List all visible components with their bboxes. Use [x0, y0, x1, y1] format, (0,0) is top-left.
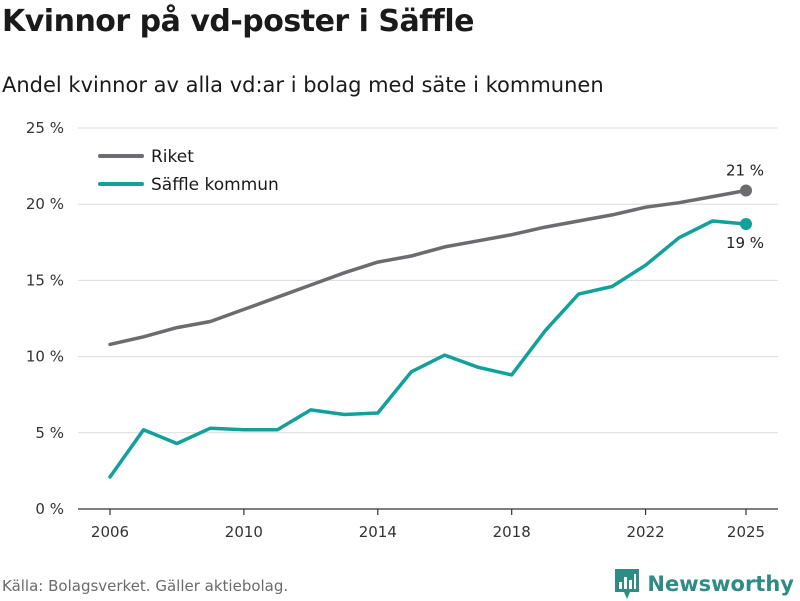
y-tick-label: 10 %: [26, 348, 64, 366]
series-line: [108, 188, 748, 347]
legend-label: Riket: [151, 147, 194, 167]
bar-chart-icon: [615, 569, 640, 599]
grid-lines: [78, 127, 778, 434]
y-tick-label: 20 %: [26, 195, 64, 213]
y-tick-label: 25 %: [26, 119, 64, 137]
source-note: Källa: Bolagsverket. Gäller aktiebolag.: [2, 577, 289, 595]
y-tick-label: 5 %: [35, 424, 64, 442]
y-tick-label: 15 %: [26, 271, 64, 289]
y-tick-label: 0 %: [35, 500, 64, 518]
series: 21 % 19 %: [108, 161, 764, 479]
series-end-marker: [740, 218, 752, 231]
brand-logo[interactable]: Newsworthy: [614, 567, 794, 601]
x-tick-label: 2018: [493, 523, 531, 541]
series-end-label: 19 %: [726, 234, 764, 252]
legend-label: Säffle kommun: [151, 175, 279, 195]
x-tick-label: 2006: [91, 523, 129, 541]
chart-subtitle: Andel kvinnor av alla vd:ar i bolag med …: [2, 73, 604, 97]
series-end-marker: [740, 184, 752, 197]
axes: 0 % 5 % 10 % 15 % 20 % 25 % 2006 2010 2014 2018 20…: [26, 119, 778, 541]
legend: Riket Säffle kommun: [98, 147, 279, 195]
series-line: [108, 219, 748, 479]
chart-title: Kvinnor på vd-poster i Säffle: [2, 4, 474, 39]
series-end-label: 21 %: [726, 161, 764, 179]
x-tick-label: 2014: [359, 523, 397, 541]
x-tick-label: 2010: [225, 523, 263, 541]
x-tick-label: 2025: [727, 523, 765, 541]
x-tick-label: 2022: [626, 523, 664, 541]
brand-name: Newsworthy: [647, 572, 794, 596]
